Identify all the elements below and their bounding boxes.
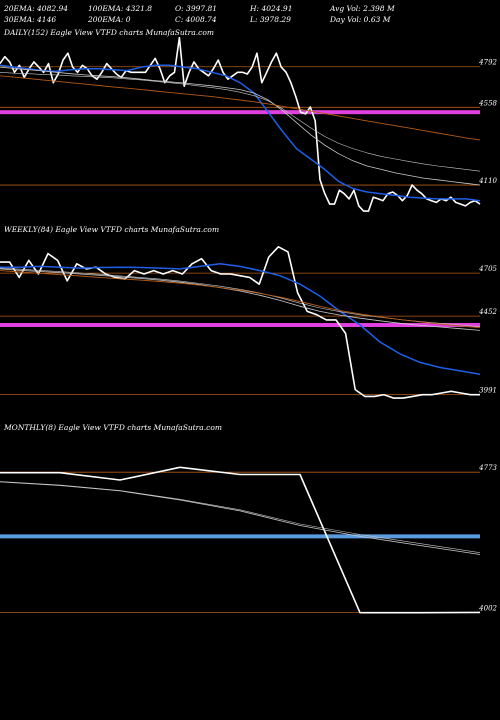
header-20ema: 20EMA: 4082.94 (3, 4, 68, 13)
daily-chart-title: DAILY(152) Eagle View VTFD charts Munafa… (3, 28, 214, 37)
header-100ema: 100EMA: 4321.8 (88, 4, 152, 13)
weekly-tick-label-0: 4705 (478, 265, 497, 273)
daily-series-ema-grey2 (0, 72, 481, 172)
monthly-series-price (0, 466, 481, 614)
daily-magenta-band (0, 110, 480, 115)
daily-tick-label-1: 4558 (478, 99, 497, 107)
daily-tick-label-2: 4110 (478, 177, 497, 185)
monthly-plot: 4773 4002 (0, 464, 498, 614)
weekly-chart-title: WEEKLY(84) Eagle View VTFD charts Munafa… (4, 225, 219, 234)
monthly-series-ema-grey (0, 481, 481, 555)
weekly-tick-label-1: 4452 (478, 308, 497, 316)
header-200ema: 200EMA: 0 (87, 15, 131, 24)
monthly-tick-label-1: 4002 (478, 604, 497, 612)
monthly-tick-label-0: 4773 (478, 464, 497, 472)
monthly-blue-band (0, 534, 480, 539)
daily-panel: DAILY(152) Eagle View VTFD charts Munafa… (0, 28, 498, 212)
daily-series-ema-fast (0, 64, 481, 202)
daily-tick-label-0: 4792 (478, 59, 497, 67)
weekly-tick-label-2: 3991 (479, 387, 497, 395)
header-30ema: 30EMA: 4146 (4, 15, 56, 24)
header-high: H: 4024.91 (249, 4, 292, 13)
weekly-series-ema-slow (0, 270, 481, 329)
weekly-plot: 4705 4452 3991 (0, 246, 498, 399)
weekly-series-ema-fast (0, 263, 481, 376)
header-low: L: 3978.29 (249, 15, 291, 24)
monthly-panel: MONTHLY(8) Eagle View VTFD charts Munafa… (0, 423, 498, 614)
weekly-series-price (0, 246, 480, 399)
weekly-series-ema-grey (0, 268, 481, 331)
monthly-chart-title: MONTHLY(8) Eagle View VTFD charts Munafa… (3, 423, 222, 432)
header-close: C: 4008.74 (175, 15, 217, 24)
header-open: O: 3997.81 (175, 4, 217, 13)
header-day-vol: Day Vol: 0.63 M (329, 15, 391, 24)
daily-series-ema-slow (0, 75, 481, 141)
monthly-series-ema-grey2 (0, 481, 481, 553)
daily-plot: 4792 4558 4110 (0, 36, 498, 212)
header-avg-vol: Avg Vol: 2.398 M (329, 4, 395, 13)
weekly-magenta-band (0, 323, 480, 327)
header-stats: 20EMA: 4082.94 100EMA: 4321.8 O: 3997.81… (3, 4, 395, 24)
weekly-panel: WEEKLY(84) Eagle View VTFD charts Munafa… (0, 225, 498, 399)
daily-series-ema-grey (0, 66, 481, 186)
